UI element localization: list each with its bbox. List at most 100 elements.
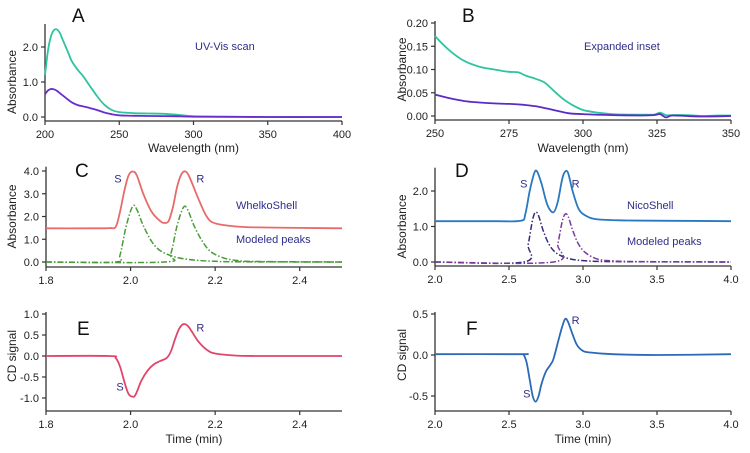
y-tick-label: 2.0 xyxy=(24,212,39,224)
series-line-whelkoshell xyxy=(44,28,343,118)
y-tick-label: -0.5 xyxy=(20,372,39,384)
x-axis-label: Wavelength (nm) xyxy=(148,141,239,155)
y-tick-label: 0.00 xyxy=(407,111,428,123)
x-tick-label: 200 xyxy=(36,129,54,141)
annotation: NicoShell xyxy=(627,200,673,212)
y-tick-label: 0.5 xyxy=(24,330,39,342)
peak-label-s: S xyxy=(523,389,530,401)
series-line-nicoshell xyxy=(44,88,343,118)
x-tick-label: 400 xyxy=(333,129,351,141)
panel-e: 1.8 2.0 2.2 2.4 -1.0 -0.5 0.0 0.5 1.0 Time (min) C… xyxy=(5,309,342,446)
series-line-nicoshell xyxy=(435,169,732,223)
series-line-whelkoshell xyxy=(45,170,343,230)
x-tick-label: 2.0 xyxy=(427,274,442,286)
series-line-modeled-peak-s xyxy=(434,211,732,265)
y-tick-label: 0.0 xyxy=(23,112,38,124)
peak-label-s: S xyxy=(116,381,123,393)
x-tick-label: 1.8 xyxy=(38,275,53,287)
annotation: WhelkoShell xyxy=(236,200,297,212)
x-tick-label: 2.0 xyxy=(123,419,138,431)
x-axis-label: Wavelength (nm) xyxy=(538,141,629,155)
x-tick-label: 300 xyxy=(574,128,592,140)
y-tick-label: 1.0 xyxy=(23,77,38,89)
panel-f: 2.0 2.5 3.0 3.5 4.0 -0.5 0.0 0.5 Time (min) CD si… xyxy=(395,309,739,446)
y-tick-label: -1.0 xyxy=(20,393,39,405)
y-tick-label: 0.0 xyxy=(24,351,39,363)
y-tick-label: 1.0 xyxy=(24,309,39,321)
panel-label: F xyxy=(466,319,478,340)
y-tick-label: 0.5 xyxy=(413,309,428,321)
x-tick-label: 2.2 xyxy=(207,419,222,431)
panel-label: D xyxy=(455,161,469,182)
x-tick-label: 3.0 xyxy=(575,274,590,286)
panel-c: 1.8 2.0 2.2 2.4 0.0 1.0 2.0 3.0 4.0 Absorbance C Wh… xyxy=(5,161,343,287)
x-tick-label: 3.5 xyxy=(649,274,664,286)
peak-label-s: S xyxy=(114,173,121,185)
x-axis-label: Time (min) xyxy=(555,432,612,446)
annotation-modeled: Modeled peaks xyxy=(236,234,311,246)
panel-label: B xyxy=(462,6,475,27)
x-tick-label: 250 xyxy=(426,128,444,140)
peak-label-r: R xyxy=(572,315,580,327)
x-tick-label: 350 xyxy=(259,129,277,141)
y-tick-label: 3.0 xyxy=(24,189,39,201)
y-tick-label: 2.0 xyxy=(23,42,38,54)
y-axis-label: Absorbance xyxy=(395,194,409,258)
x-tick-label: 2.0 xyxy=(123,275,138,287)
x-tick-label: 3.5 xyxy=(649,419,664,431)
x-tick-label: 4.0 xyxy=(723,274,738,286)
y-tick-label: 1.0 xyxy=(413,222,428,234)
peak-label-r: R xyxy=(572,178,580,190)
x-tick-label: 250 xyxy=(110,129,128,141)
panel-d: 2.0 2.5 3.0 3.5 4.0 0.0 1.0 2.0 Absorbance D NicoS… xyxy=(395,161,739,286)
x-tick-label: 2.4 xyxy=(292,419,307,431)
x-tick-label: 300 xyxy=(184,129,202,141)
x-tick-label: 2.0 xyxy=(427,419,442,431)
y-axis-label: Absorbance xyxy=(5,184,19,248)
panel-label: E xyxy=(77,319,90,340)
x-tick-label: 275 xyxy=(500,128,518,140)
x-tick-label: 3.0 xyxy=(575,419,590,431)
y-tick-label: -0.5 xyxy=(409,391,428,403)
annotation: Expanded inset xyxy=(584,41,660,53)
panel-label: C xyxy=(75,161,89,182)
y-axis-label: Absorbance xyxy=(395,37,409,101)
series-line-modeled-peak-r xyxy=(45,205,343,264)
panel-b: 250 275 300 325 350 0.00 0.05 0.10 0.15 0.20 Wavel… xyxy=(395,6,740,155)
x-tick-label: 2.5 xyxy=(501,274,516,286)
peak-label-r: R xyxy=(196,323,204,335)
series-line-whelkoshell-cd xyxy=(45,323,342,398)
panel-a: 200 250 300 350 400 0.0 1.0 2.0 Wavelength (nm) A… xyxy=(5,6,351,155)
panel-label: A xyxy=(72,6,85,27)
y-axis-label: CD signal xyxy=(395,329,409,381)
x-tick-label: 325 xyxy=(648,128,666,140)
y-tick-label: 0.05 xyxy=(407,88,428,100)
y-tick-label: 0.20 xyxy=(407,18,428,30)
y-tick-label: 0.0 xyxy=(413,350,428,362)
x-tick-label: 350 xyxy=(722,128,740,140)
x-tick-label: 2.2 xyxy=(207,275,222,287)
series-line-whelkoshell xyxy=(434,35,731,117)
x-tick-label: 2.4 xyxy=(292,275,307,287)
y-tick-label: 0.10 xyxy=(407,65,428,77)
y-axis-label: CD signal xyxy=(5,330,19,382)
series-line-modeled-peak-r xyxy=(434,213,732,265)
series-line-nicoshell xyxy=(434,93,732,119)
y-axis-label: Absorbance xyxy=(5,50,19,114)
y-tick-label: 0.0 xyxy=(24,257,39,269)
y-tick-label: 0.0 xyxy=(413,257,428,269)
y-tick-label: 4.0 xyxy=(24,166,39,178)
x-axis-label: Time (min) xyxy=(166,432,223,446)
y-tick-label: 0.15 xyxy=(407,41,428,53)
annotation-modeled: Modeled peaks xyxy=(627,236,702,248)
y-tick-label: 2.0 xyxy=(413,186,428,198)
x-tick-label: 4.0 xyxy=(723,419,738,431)
series-line-nicoshell-cd xyxy=(434,317,732,403)
series-line-modeled-peak-s xyxy=(45,204,343,264)
x-tick-label: 2.5 xyxy=(501,419,516,431)
annotation: UV-Vis scan xyxy=(195,41,255,53)
y-tick-label: 1.0 xyxy=(24,234,39,246)
peak-label-s: S xyxy=(520,178,527,190)
peak-label-r: R xyxy=(196,173,204,185)
